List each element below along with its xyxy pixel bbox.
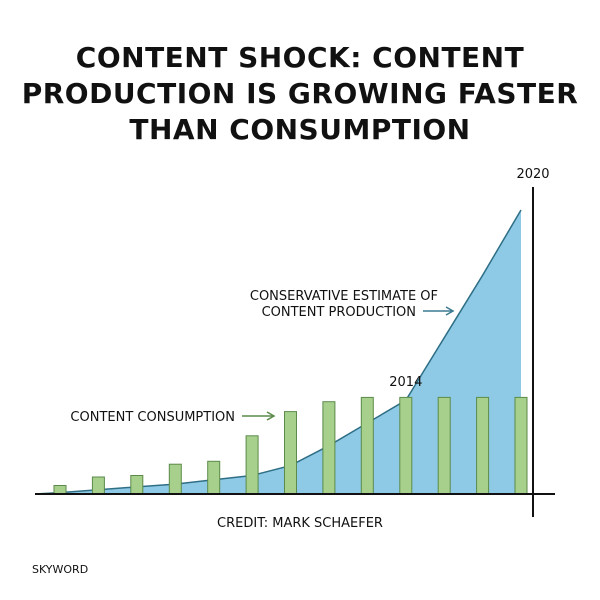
consumption-annotation: CONTENT CONSUMPTION — [70, 410, 235, 425]
title-line-1: CONTENT SHOCK: CONTENT — [75, 41, 525, 74]
production-annotation-line-1: CONSERVATIVE ESTIMATE OF — [250, 289, 438, 304]
consumption-bar — [53, 485, 67, 495]
consumption-bar — [360, 396, 374, 495]
title-line-2: PRODUCTION IS GROWING FASTER — [21, 77, 579, 110]
credit-text: CREDIT: MARK SCHAEFER — [217, 516, 383, 531]
consumption-bar — [168, 463, 182, 495]
consumption-bar — [245, 435, 259, 495]
production-arrow-head — [445, 306, 455, 316]
brand-logo-text: SKYWORD — [32, 563, 89, 576]
consumption-bar — [284, 411, 297, 495]
consumption-bar — [91, 476, 105, 495]
consumption-bar — [437, 396, 451, 495]
year-label-2020: 2020 — [516, 167, 549, 182]
year-label-2014: 2014 — [389, 375, 422, 390]
consumption-bar — [130, 475, 144, 495]
consumption-bar — [207, 460, 221, 495]
production-annotation-line-2: CONTENT PRODUCTION — [262, 305, 416, 320]
consumption-bar — [476, 396, 490, 495]
consumption-bar — [399, 396, 413, 495]
consumption-arrow-head — [266, 411, 276, 421]
consumption-bar — [514, 396, 528, 495]
chart-title: CONTENT SHOCK: CONTENT PRODUCTION IS GRO… — [0, 40, 600, 148]
title-line-3: THAN CONSUMPTION — [129, 113, 471, 146]
consumption-bar — [322, 401, 336, 495]
